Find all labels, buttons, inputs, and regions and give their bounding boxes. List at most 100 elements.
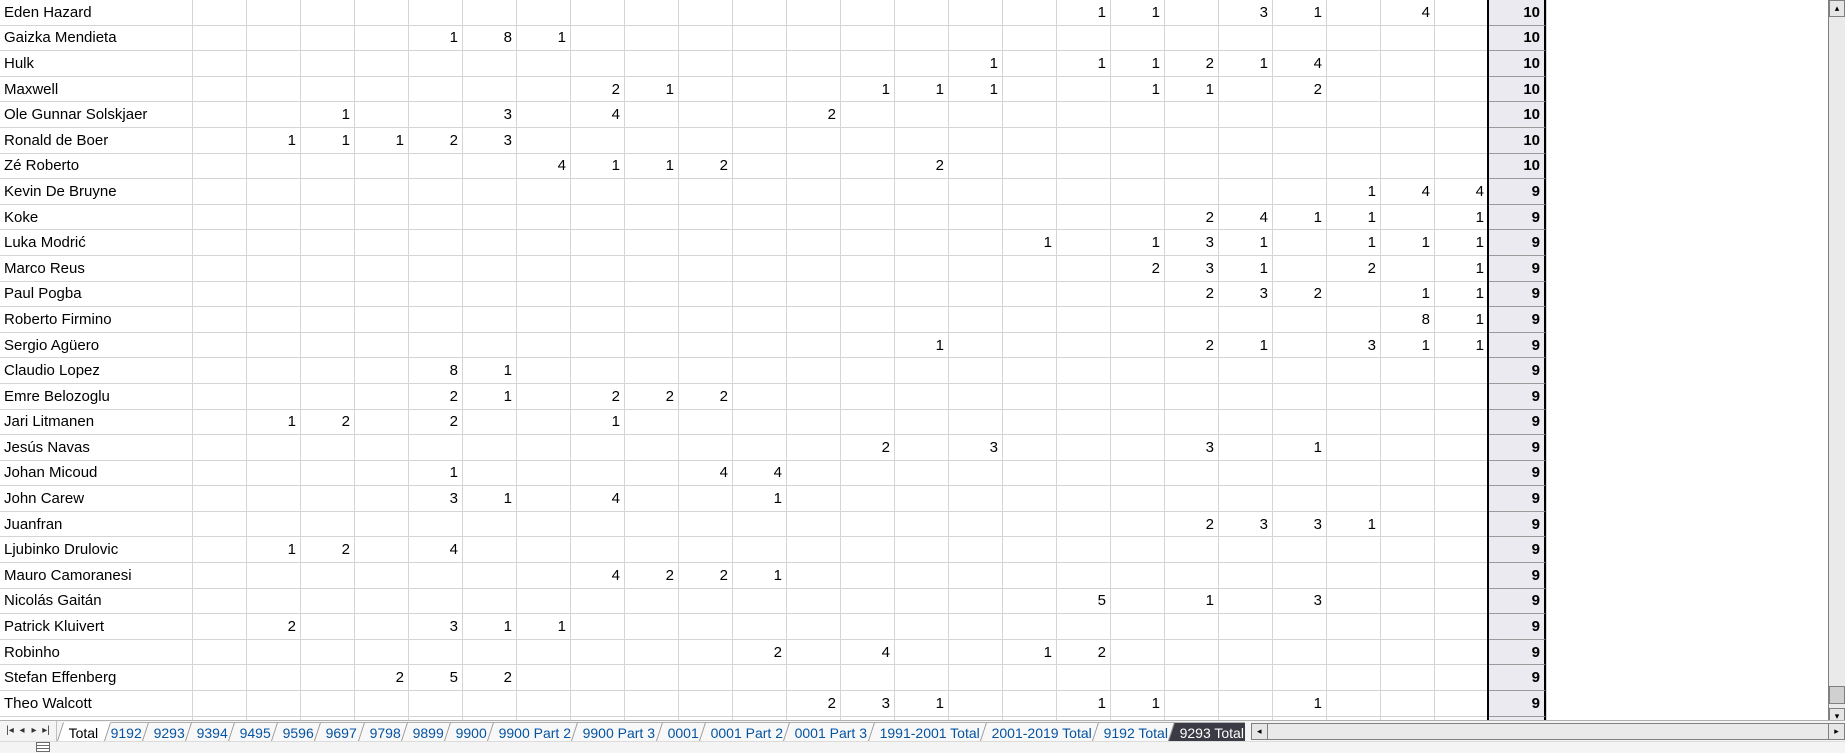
data-cell[interactable] [463,333,517,358]
data-cell[interactable] [1219,691,1273,716]
table-row[interactable]: Juanfran2331 [0,512,1488,538]
data-cell[interactable] [517,256,571,281]
data-cell[interactable] [247,512,301,537]
data-cell[interactable] [1003,307,1057,332]
sheet-tab[interactable]: 0001 Part 3 [783,722,880,741]
data-cell[interactable] [247,230,301,255]
data-cell[interactable] [355,691,409,716]
data-cell[interactable] [247,640,301,665]
data-cell[interactable]: 1 [1057,51,1111,76]
data-cell[interactable] [247,0,301,25]
data-cell[interactable]: 4 [1435,179,1489,204]
data-cell[interactable] [733,333,787,358]
data-cell[interactable]: 3 [1219,512,1273,537]
data-cell[interactable] [193,179,247,204]
player-name-cell[interactable]: Eden Hazard [0,0,193,25]
data-cell[interactable] [301,77,355,102]
data-cell[interactable] [1057,563,1111,588]
table-row[interactable]: Maxwell21111112 [0,77,1488,103]
data-cell[interactable] [409,333,463,358]
data-cell[interactable] [409,205,463,230]
data-cell[interactable] [517,205,571,230]
data-cell[interactable] [193,102,247,127]
player-name-cell[interactable]: Nicolás Gaitán [0,589,193,614]
data-cell[interactable] [1381,77,1435,102]
player-name-cell[interactable]: Sergio Agüero [0,333,193,358]
sheet-tab[interactable]: 9293 Total [1168,722,1244,741]
data-cell[interactable] [625,589,679,614]
data-cell[interactable] [1327,665,1381,690]
data-cell[interactable] [463,537,517,562]
data-cell[interactable] [571,205,625,230]
data-cell[interactable] [625,614,679,639]
data-cell[interactable] [733,410,787,435]
data-cell[interactable] [625,51,679,76]
data-cell[interactable]: 2 [1327,256,1381,281]
data-cell[interactable]: 1 [625,154,679,179]
data-cell[interactable] [1003,205,1057,230]
data-cell[interactable] [679,358,733,383]
data-cell[interactable] [841,282,895,307]
data-cell[interactable] [1435,51,1489,76]
data-cell[interactable] [895,230,949,255]
total-cell[interactable]: 9 [1489,691,1546,717]
data-cell[interactable] [1273,537,1327,562]
data-cell[interactable] [1003,77,1057,102]
data-cell[interactable] [193,230,247,255]
data-cell[interactable] [679,77,733,102]
sheet-tab[interactable]: 9192 Total [1092,722,1181,741]
data-cell[interactable] [1165,179,1219,204]
data-cell[interactable] [247,307,301,332]
data-cell[interactable] [517,102,571,127]
data-cell[interactable] [355,614,409,639]
data-cell[interactable] [1327,77,1381,102]
data-cell[interactable]: 1 [949,77,1003,102]
data-cell[interactable] [895,563,949,588]
data-cell[interactable]: 1 [1327,230,1381,255]
data-cell[interactable] [625,537,679,562]
table-row[interactable]: John Carew3141 [0,486,1488,512]
data-cell[interactable] [247,102,301,127]
data-cell[interactable] [571,461,625,486]
data-cell[interactable] [841,256,895,281]
data-cell[interactable] [1327,563,1381,588]
data-cell[interactable] [949,230,1003,255]
data-cell[interactable]: 4 [571,563,625,588]
data-cell[interactable] [1327,358,1381,383]
data-cell[interactable] [1057,486,1111,511]
data-cell[interactable] [1165,640,1219,665]
data-cell[interactable]: 1 [1435,282,1489,307]
data-cell[interactable]: 2 [463,665,517,690]
data-cell[interactable]: 1 [1327,205,1381,230]
data-cell[interactable] [1381,563,1435,588]
data-cell[interactable] [1381,256,1435,281]
data-cell[interactable] [1381,691,1435,716]
data-cell[interactable] [625,665,679,690]
total-cell[interactable]: 9 [1489,640,1546,666]
data-cell[interactable] [1111,333,1165,358]
data-cell[interactable] [355,640,409,665]
data-cell[interactable] [463,307,517,332]
player-name-cell[interactable]: Kevin De Bruyne [0,179,193,204]
data-cell[interactable] [1219,486,1273,511]
data-cell[interactable] [841,384,895,409]
data-cell[interactable]: 1 [1111,77,1165,102]
data-cell[interactable] [733,51,787,76]
total-cell[interactable]: 9 [1489,307,1546,333]
total-cell[interactable]: 9 [1489,333,1546,359]
data-cell[interactable] [355,537,409,562]
data-cell[interactable] [409,640,463,665]
data-cell[interactable] [409,102,463,127]
data-cell[interactable] [1219,589,1273,614]
data-cell[interactable] [247,179,301,204]
data-cell[interactable] [247,256,301,281]
data-cell[interactable] [1219,154,1273,179]
data-cell[interactable] [625,691,679,716]
data-cell[interactable]: 1 [1435,205,1489,230]
data-cell[interactable] [1057,77,1111,102]
data-cell[interactable] [949,154,1003,179]
data-cell[interactable] [733,205,787,230]
data-cell[interactable] [247,205,301,230]
data-cell[interactable] [571,640,625,665]
data-cell[interactable] [1111,179,1165,204]
